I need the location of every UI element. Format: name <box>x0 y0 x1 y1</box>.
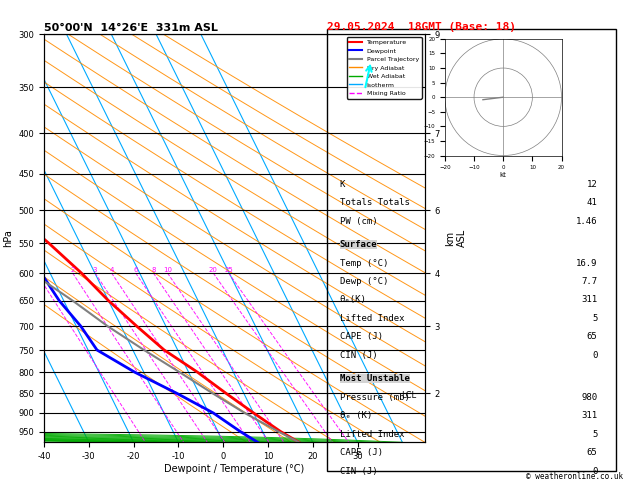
Text: Surface: Surface <box>340 240 377 249</box>
Text: Temp (°C): Temp (°C) <box>340 259 388 268</box>
Text: 50°00'N  14°26'E  331m ASL: 50°00'N 14°26'E 331m ASL <box>44 23 218 33</box>
Text: 3: 3 <box>93 267 97 273</box>
Text: 7.7: 7.7 <box>581 277 598 286</box>
X-axis label: kt: kt <box>500 172 506 177</box>
Text: Most Unstable: Most Unstable <box>340 374 409 383</box>
Text: 65: 65 <box>587 332 598 342</box>
Text: 25: 25 <box>225 267 233 273</box>
Text: 5: 5 <box>592 314 598 323</box>
Text: K: K <box>340 180 345 189</box>
Text: 311: 311 <box>581 411 598 420</box>
Text: Dewp (°C): Dewp (°C) <box>340 277 388 286</box>
Legend: Temperature, Dewpoint, Parcel Trajectory, Dry Adiabat, Wet Adiabat, Isotherm, Mi: Temperature, Dewpoint, Parcel Trajectory… <box>347 37 421 99</box>
Text: CIN (J): CIN (J) <box>340 351 377 360</box>
Text: 0: 0 <box>592 467 598 476</box>
Text: 12: 12 <box>587 180 598 189</box>
Text: PW (cm): PW (cm) <box>340 217 377 226</box>
Y-axis label: hPa: hPa <box>3 229 13 247</box>
Text: 41: 41 <box>587 198 598 208</box>
Text: 16.9: 16.9 <box>576 259 598 268</box>
Text: 311: 311 <box>581 295 598 305</box>
Text: 4: 4 <box>109 267 114 273</box>
Text: 1.46: 1.46 <box>576 217 598 226</box>
Text: Totals Totals: Totals Totals <box>340 198 409 208</box>
Text: LCL: LCL <box>401 391 416 399</box>
Text: CIN (J): CIN (J) <box>340 467 377 476</box>
Text: 5: 5 <box>592 430 598 439</box>
Text: Pressure (mb): Pressure (mb) <box>340 393 409 402</box>
Y-axis label: km
ASL: km ASL <box>445 229 467 247</box>
Text: 65: 65 <box>587 448 598 457</box>
Text: CAPE (J): CAPE (J) <box>340 448 382 457</box>
Text: Lifted Index: Lifted Index <box>340 314 404 323</box>
Text: 20: 20 <box>209 267 218 273</box>
Text: 2: 2 <box>70 267 75 273</box>
Text: CAPE (J): CAPE (J) <box>340 332 382 342</box>
Text: © weatheronline.co.uk: © weatheronline.co.uk <box>526 472 623 481</box>
Text: 6: 6 <box>133 267 138 273</box>
Text: θₑ (K): θₑ (K) <box>340 411 372 420</box>
Text: 10: 10 <box>163 267 172 273</box>
Text: Lifted Index: Lifted Index <box>340 430 404 439</box>
Text: 8: 8 <box>151 267 156 273</box>
Text: 980: 980 <box>581 393 598 402</box>
X-axis label: Dewpoint / Temperature (°C): Dewpoint / Temperature (°C) <box>164 464 304 474</box>
Text: θₑ(K): θₑ(K) <box>340 295 367 305</box>
Text: 29.05.2024  18GMT (Base: 18): 29.05.2024 18GMT (Base: 18) <box>327 22 516 32</box>
Text: 0: 0 <box>592 351 598 360</box>
